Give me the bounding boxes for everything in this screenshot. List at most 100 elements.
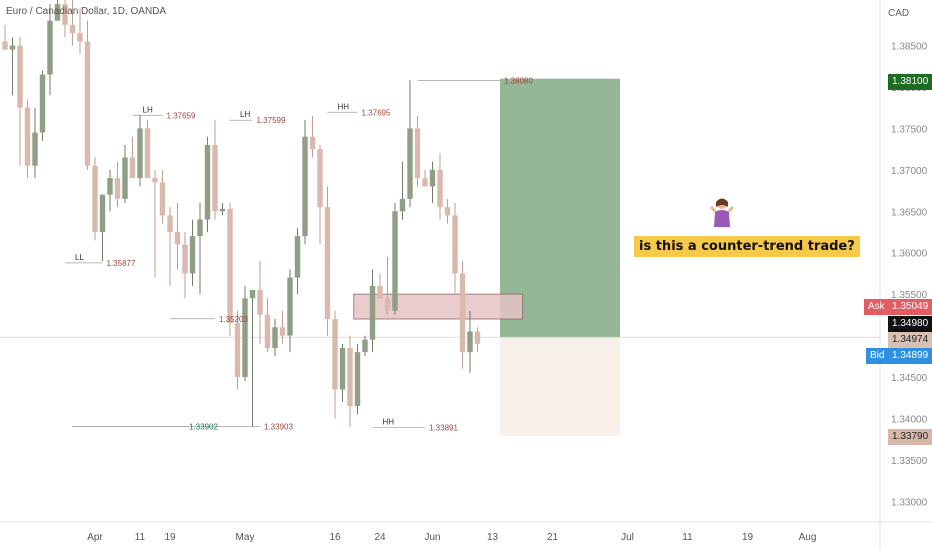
candle-body: [17, 45, 23, 108]
swing-level-label: HH: [383, 417, 395, 426]
candle-body: [122, 157, 128, 199]
candle-body: [212, 145, 218, 212]
candle-body: [84, 41, 91, 166]
candle-body: [189, 236, 196, 274]
candle-body: [9, 45, 16, 50]
x-tick-label: Aug: [799, 532, 817, 543]
candle-body: [32, 132, 38, 166]
candle-body: [159, 182, 166, 216]
candle-body: [227, 208, 233, 324]
swing-level-price: 1.35203: [219, 315, 248, 324]
candle-body: [152, 178, 158, 183]
candle-body: [54, 4, 61, 21]
candle-body: [99, 194, 106, 232]
candle-body: [459, 273, 466, 353]
swing-level-price: 1.33891: [429, 423, 458, 432]
candle-body: [2, 41, 8, 50]
candle-body: [234, 323, 241, 377]
swing-level-price: 1.37695: [362, 108, 391, 117]
x-tick-label: 11: [682, 532, 693, 543]
candle-body: [369, 285, 376, 340]
swing-level-label: LH: [240, 110, 250, 119]
x-tick-label: 13: [487, 532, 499, 543]
candle-body: [174, 232, 181, 245]
candle-body: [429, 169, 436, 187]
y-tick-label: 1.34000: [891, 414, 928, 425]
candle-body: [332, 319, 338, 390]
swing-level-label: LH: [143, 105, 153, 114]
candle-body: [324, 207, 331, 319]
target-price-tag: 1.38100: [888, 74, 932, 90]
x-tick-label: 24: [374, 532, 386, 543]
y-tick-label: 1.35500: [891, 290, 928, 301]
x-tick-label: 19: [742, 532, 754, 543]
candle-body: [62, 4, 68, 25]
x-tick-label: 16: [329, 532, 341, 543]
candle-body: [294, 236, 301, 278]
x-tick-label: Apr: [87, 532, 103, 543]
x-tick-label: Jun: [424, 532, 440, 543]
y-tick-label: 1.33000: [891, 497, 928, 508]
candle-body: [249, 290, 256, 299]
candle-body: [47, 20, 53, 75]
candle-body: [392, 211, 398, 311]
x-tick-label: 21: [547, 532, 559, 543]
candle-body: [444, 207, 451, 216]
last-price-tag: 1.34980: [888, 316, 932, 332]
stop-price-tag: 1.33790: [888, 429, 932, 445]
y-tick-label: 1.33500: [891, 456, 928, 467]
candle-body: [407, 128, 413, 199]
x-tick-label: May: [236, 532, 255, 543]
swing-level-price: 1.33903: [264, 422, 293, 431]
candle-body: [467, 331, 473, 353]
candle-body: [414, 128, 421, 179]
candle-body: [24, 107, 31, 166]
shrugging-person-icon: [710, 198, 734, 227]
candle-body: [287, 277, 293, 336]
candle-body: [204, 145, 211, 220]
candle-body: [347, 348, 353, 406]
x-tick-label: 19: [164, 532, 176, 543]
currency-label: CAD: [888, 8, 910, 19]
candle-body: [242, 298, 248, 377]
candle-body: [77, 33, 83, 42]
candle-body: [167, 215, 173, 232]
x-tick-label: 11: [135, 532, 146, 543]
candle-body: [317, 149, 323, 208]
candle-body: [302, 136, 308, 237]
candle-body: [114, 178, 121, 199]
swing-level-price: 1.35877: [107, 259, 136, 268]
swing-level-label: LL: [75, 253, 84, 262]
candle-body: [144, 128, 151, 179]
candle-body: [264, 314, 271, 348]
symbol-title: Euro / Canadian Dollar, 1D, OANDA: [6, 6, 167, 17]
candle-body: [197, 219, 203, 237]
candle-body: [362, 339, 368, 353]
trade-question-annotation: is this a counter-trend trade?: [634, 236, 860, 257]
candle-body: [339, 348, 346, 390]
demand-zone: [353, 293, 523, 320]
y-tick-label: 1.38500: [891, 42, 928, 53]
y-tick-label: 1.36500: [891, 207, 928, 218]
candle-body: [422, 178, 428, 187]
swing-level-price: 1.37659: [167, 111, 196, 120]
bid-price-tag: 1.34899: [888, 348, 932, 364]
swing-level-price: 1.38080: [504, 76, 533, 85]
y-tick-label: 1.34500: [891, 373, 928, 384]
ask-price-tag: 1.35049: [888, 299, 932, 315]
y-tick-label: 1.37000: [891, 166, 928, 177]
candle-body: [384, 298, 391, 311]
y-tick-label: 1.36000: [891, 249, 928, 260]
x-tick-label: Jul: [621, 532, 634, 543]
candle-body: [219, 208, 226, 212]
swing-level-price: 1.33902: [189, 423, 218, 432]
candle-body: [137, 128, 143, 179]
candle-body: [92, 165, 98, 232]
candle-body: [107, 178, 113, 195]
candle-body: [377, 285, 383, 299]
swing-level-label: HH: [338, 102, 350, 111]
y-tick-label: 1.37500: [891, 124, 928, 135]
candle-body: [399, 198, 406, 212]
